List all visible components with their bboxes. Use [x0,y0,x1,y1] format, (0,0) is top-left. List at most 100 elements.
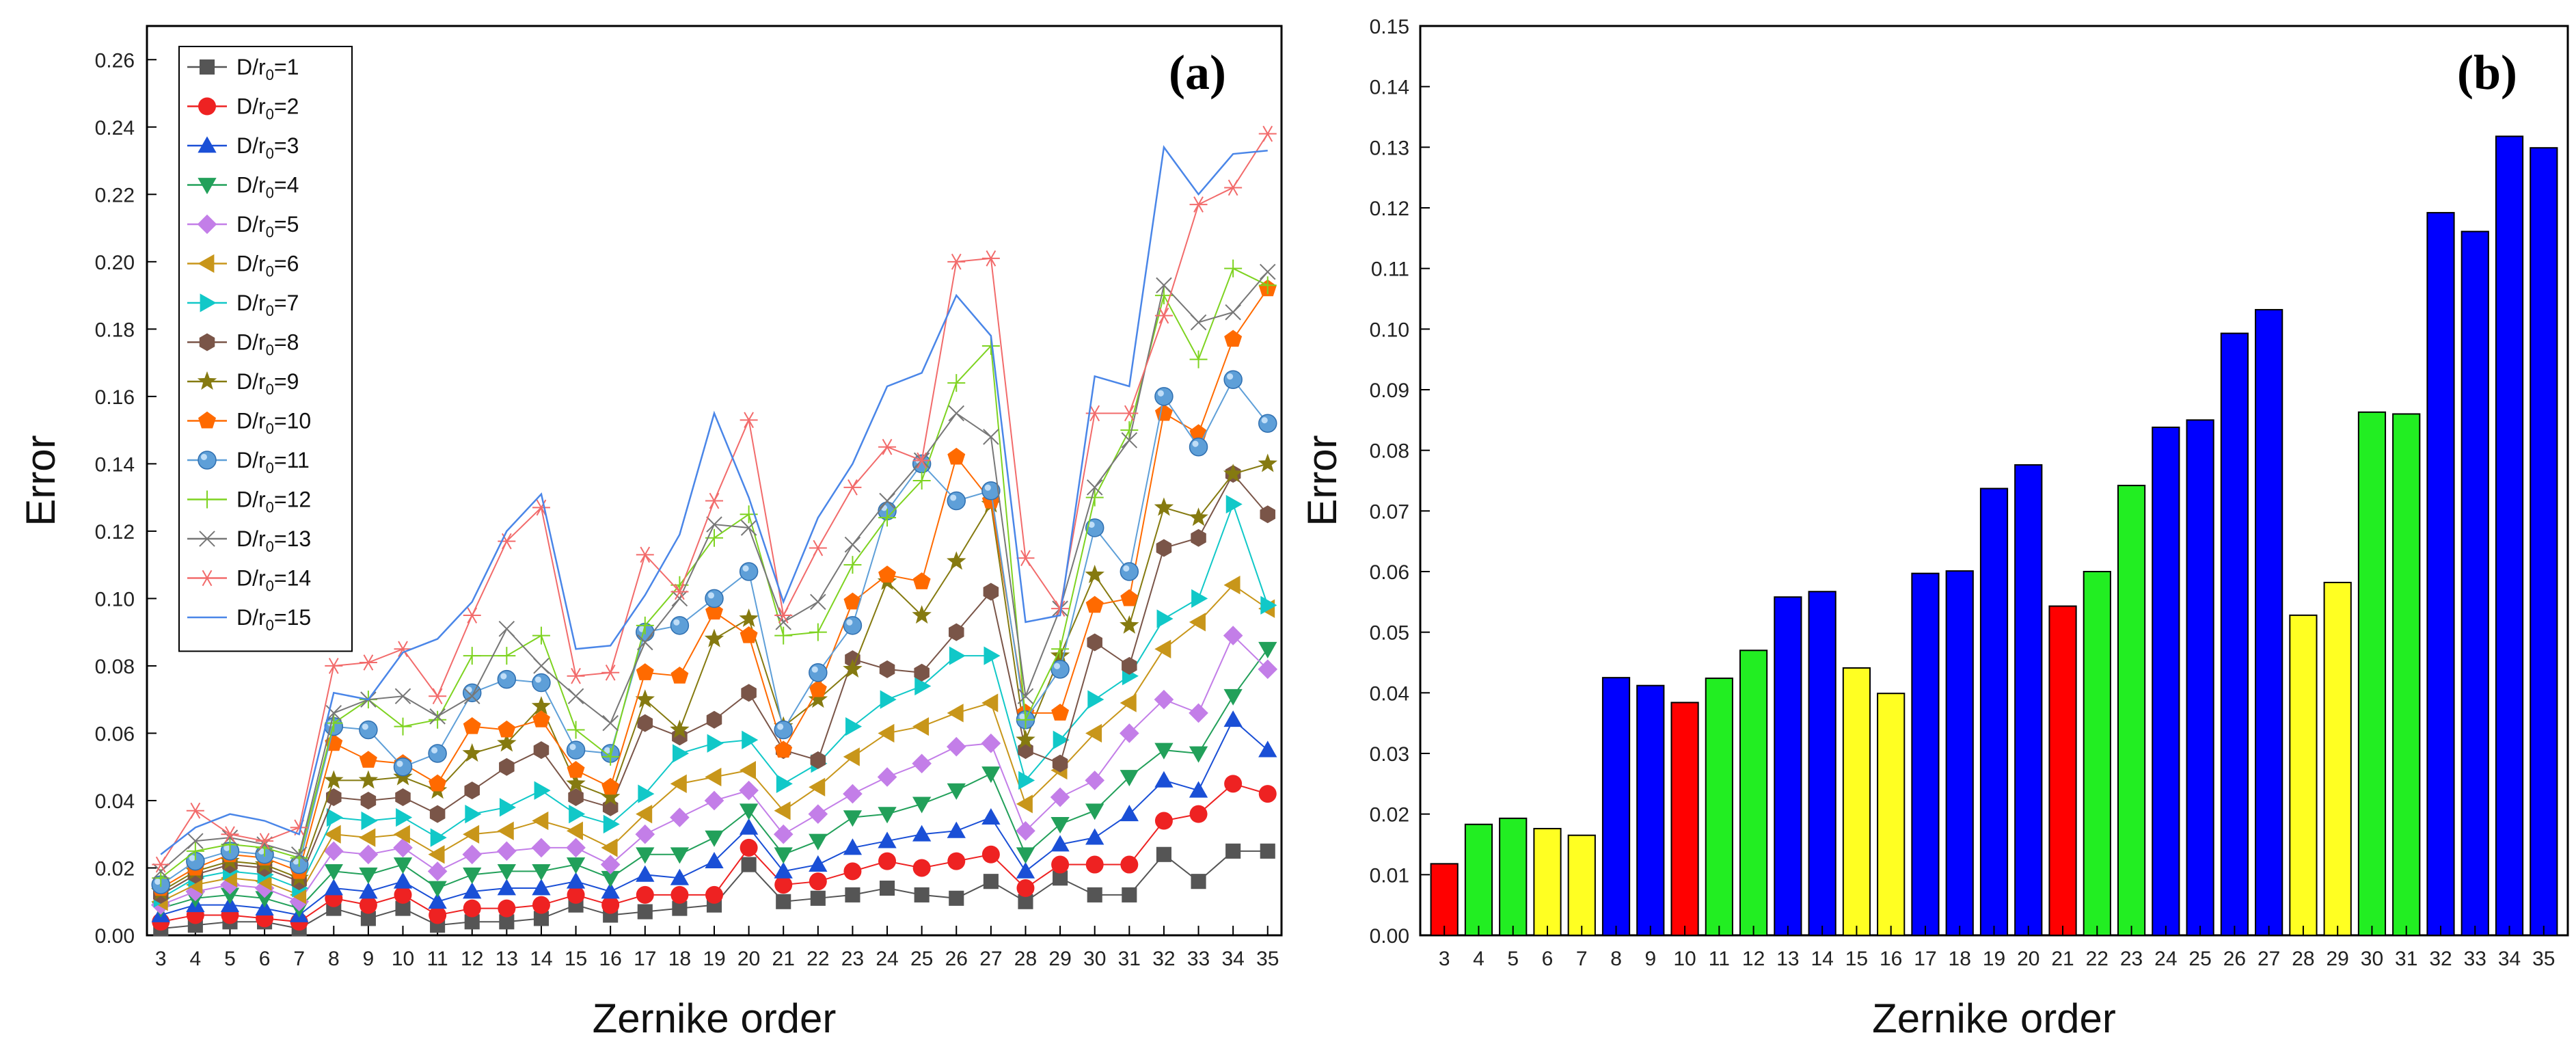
data-point [429,774,447,792]
data-point [704,628,724,647]
legend-label-sub: 0 [266,66,274,83]
data-point [464,781,480,800]
panel-a-y-axis-label: Error [18,435,64,526]
y-tick-label: 0.05 [1370,622,1409,645]
data-point [739,608,759,628]
x-tick-label: 5 [1507,948,1519,970]
data-point [774,876,793,894]
legend-item: D/r0=14 [187,566,311,595]
data-point [1260,505,1276,524]
data-point [914,887,930,902]
data-point [603,814,620,834]
data-point [983,874,999,889]
data-point [707,734,724,753]
bar-order-35 [2530,147,2558,937]
bar-order-20 [2014,464,2043,936]
data-point [912,797,932,814]
legend-label-value: =15 [274,605,311,630]
data-point [843,616,863,635]
data-point [601,664,620,681]
x-tick-label: 23 [2120,948,2143,970]
bar-order-30 [2357,411,2387,936]
data-point [808,804,828,824]
data-point [499,914,515,930]
data-point [947,821,966,838]
y-tick-label: 0.04 [1370,682,1409,705]
legend-label-value: =12 [274,487,311,512]
bar-order-5 [1499,817,1528,936]
data-point [359,896,377,914]
data-point [636,805,653,824]
x-tick-label: 33 [2464,948,2486,970]
legend-label-main: D/r [236,212,266,237]
x-tick-label: 30 [1083,948,1106,970]
bar-order-21 [2048,605,2077,936]
data-point [1223,710,1243,727]
x-tick-label: 28 [1014,948,1037,970]
x-tick-label: 16 [1880,948,1902,970]
y-tick-label: 0.02 [1370,804,1409,827]
data-point [1260,843,1275,859]
legend-label: D/r0=11 [236,448,310,477]
bar-order-11 [1705,678,1733,936]
data-point [878,831,897,848]
y-tick-label: 0.13 [1370,137,1409,159]
x-tick-label: 33 [1187,948,1210,970]
data-point [1018,771,1035,790]
legend-item: D/r0=2 [187,94,299,123]
data-point [946,736,966,757]
x-tick-label: 21 [2051,948,2074,970]
legend-label-sub: 0 [266,145,274,162]
data-point [1156,539,1172,557]
data-point [1120,421,1139,440]
data-point [1050,835,1070,852]
data-point [221,829,239,846]
data-point [1154,497,1174,516]
data-point [497,841,517,861]
data-point [845,717,863,736]
legend-marker [198,490,216,509]
x-tick-label: 8 [328,948,340,970]
legend-item: D/r0=6 [187,252,299,280]
data-point [359,654,377,671]
data-point [256,833,274,849]
legend-item: D/r0=3 [187,133,299,162]
series-12 [152,259,1277,887]
data-point [326,807,343,827]
data-point [774,626,793,645]
data-point [843,479,862,496]
data-point [947,783,966,800]
data-point [843,838,863,855]
data-point [947,551,966,570]
bar-order-15 [1842,667,1871,936]
data-point [601,882,620,899]
data-point [984,646,1001,665]
data-point [1260,596,1277,615]
data-point [532,811,549,831]
bar-order-13 [1774,596,1802,936]
data-point [809,833,828,851]
data-point [1154,307,1173,324]
data-point [774,740,793,758]
data-point [429,688,447,705]
x-tick-label: 35 [1256,948,1279,970]
data-point [1085,771,1105,790]
data-point [498,720,516,738]
data-point [914,676,932,696]
legend-label: D/r0=8 [236,330,299,359]
data-point [186,802,204,819]
data-point [1191,528,1206,547]
data-point [1016,730,1035,749]
legend-label-sub: 0 [266,381,274,398]
data-point [601,870,620,887]
data-point [220,887,240,905]
data-point [1016,820,1035,841]
data-point [462,743,482,762]
data-point [1016,794,1033,814]
legend-marker [198,570,216,587]
legend-item: D/r0=12 [187,487,311,516]
data-point [1050,660,1070,679]
x-tick-label: 20 [2017,948,2039,970]
data-point [463,825,480,844]
